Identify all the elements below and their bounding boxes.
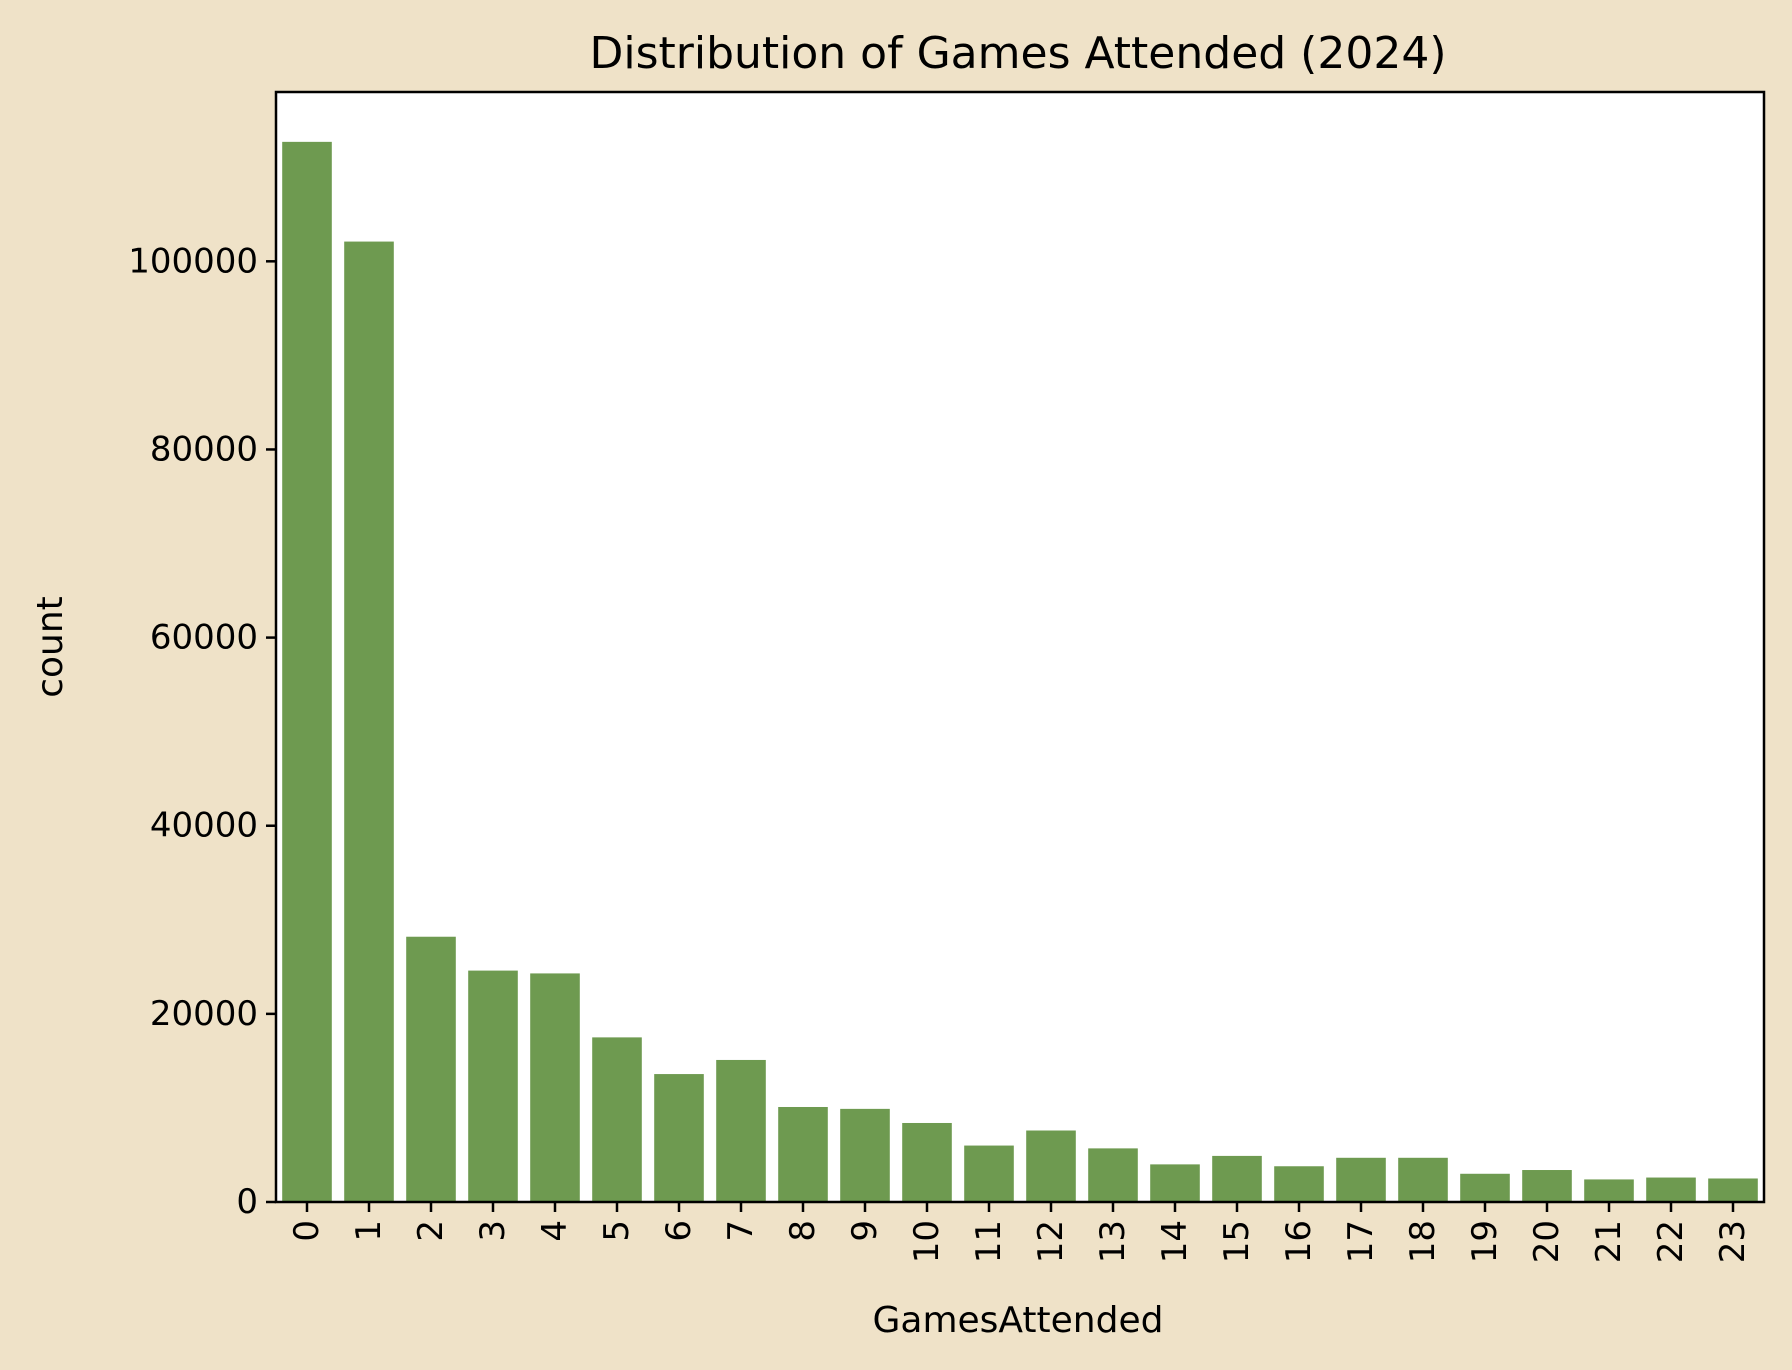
x-tick-label: 19 — [1465, 1220, 1505, 1263]
x-tick-label: 3 — [473, 1220, 513, 1242]
x-ticks-group: 0 1 2 3 4 5 6 7 8 9 10 11 12 13 14 15 16 17 18 19 20 21 22 23 — [287, 1202, 1753, 1263]
x-tick-label: 2 — [411, 1220, 451, 1242]
bar-5 — [592, 1037, 642, 1202]
bar-23 — [1708, 1178, 1758, 1202]
plot-area — [276, 92, 1764, 1202]
y-tick-label: 40000 — [150, 806, 258, 846]
bar-18 — [1398, 1157, 1448, 1202]
x-tick-label: 16 — [1279, 1220, 1319, 1263]
x-tick-label: 8 — [783, 1220, 823, 1242]
x-tick-label: 7 — [721, 1220, 761, 1242]
bar-14 — [1150, 1164, 1200, 1202]
x-axis-label: GamesAttended — [873, 1300, 1164, 1341]
x-tick-label: 21 — [1589, 1220, 1629, 1263]
x-tick-label: 9 — [845, 1220, 885, 1242]
bar-2 — [406, 936, 456, 1202]
x-tick-label: 20 — [1527, 1220, 1567, 1263]
chart-title: Distribution of Games Attended (2024) — [590, 28, 1447, 79]
y-tick-label: 80000 — [150, 429, 258, 469]
x-tick-label: 13 — [1093, 1220, 1133, 1263]
bar-4 — [530, 973, 580, 1202]
bar-9 — [840, 1108, 890, 1202]
bar-13 — [1088, 1148, 1138, 1202]
x-tick-label: 4 — [535, 1220, 575, 1242]
x-tick-label: 12 — [1031, 1220, 1071, 1263]
y-ticks-group: 0 20000 40000 60000 80000 100000 — [128, 241, 276, 1222]
bar-20 — [1522, 1170, 1572, 1202]
bar-1 — [344, 241, 394, 1202]
bar-16 — [1274, 1166, 1324, 1202]
x-tick-label: 1 — [349, 1220, 389, 1242]
plot-frame — [274, 90, 1766, 1204]
y-tick-label: 20000 — [150, 994, 258, 1034]
x-tick-label: 6 — [659, 1220, 699, 1242]
bar-0 — [282, 141, 332, 1202]
bar-7 — [716, 1059, 766, 1202]
y-tick-label: 0 — [236, 1182, 258, 1222]
bar-22 — [1646, 1177, 1696, 1202]
bars-group — [282, 141, 1758, 1202]
y-axis-label: count — [30, 596, 71, 698]
x-tick-label: 0 — [287, 1220, 327, 1242]
x-tick-label: 18 — [1403, 1220, 1443, 1263]
bar-8 — [778, 1106, 828, 1202]
y-tick-label: 60000 — [150, 618, 258, 658]
bar-15 — [1212, 1155, 1262, 1202]
bar-12 — [1026, 1130, 1076, 1202]
x-tick-label: 17 — [1341, 1220, 1381, 1263]
x-tick-label: 5 — [597, 1220, 637, 1242]
bar-19 — [1460, 1173, 1510, 1202]
x-tick-label: 11 — [969, 1220, 1009, 1263]
bar-3 — [468, 970, 518, 1202]
bar-10 — [902, 1122, 952, 1202]
bar-6 — [654, 1074, 704, 1202]
x-tick-label: 15 — [1217, 1220, 1257, 1263]
bar-17 — [1336, 1157, 1386, 1202]
y-tick-label: 100000 — [128, 241, 258, 281]
x-tick-label: 22 — [1651, 1220, 1691, 1263]
x-tick-label: 10 — [907, 1220, 947, 1263]
bar-11 — [964, 1145, 1014, 1202]
x-tick-label: 14 — [1155, 1220, 1195, 1263]
x-tick-label: 23 — [1713, 1220, 1753, 1263]
bar-21 — [1584, 1179, 1634, 1202]
